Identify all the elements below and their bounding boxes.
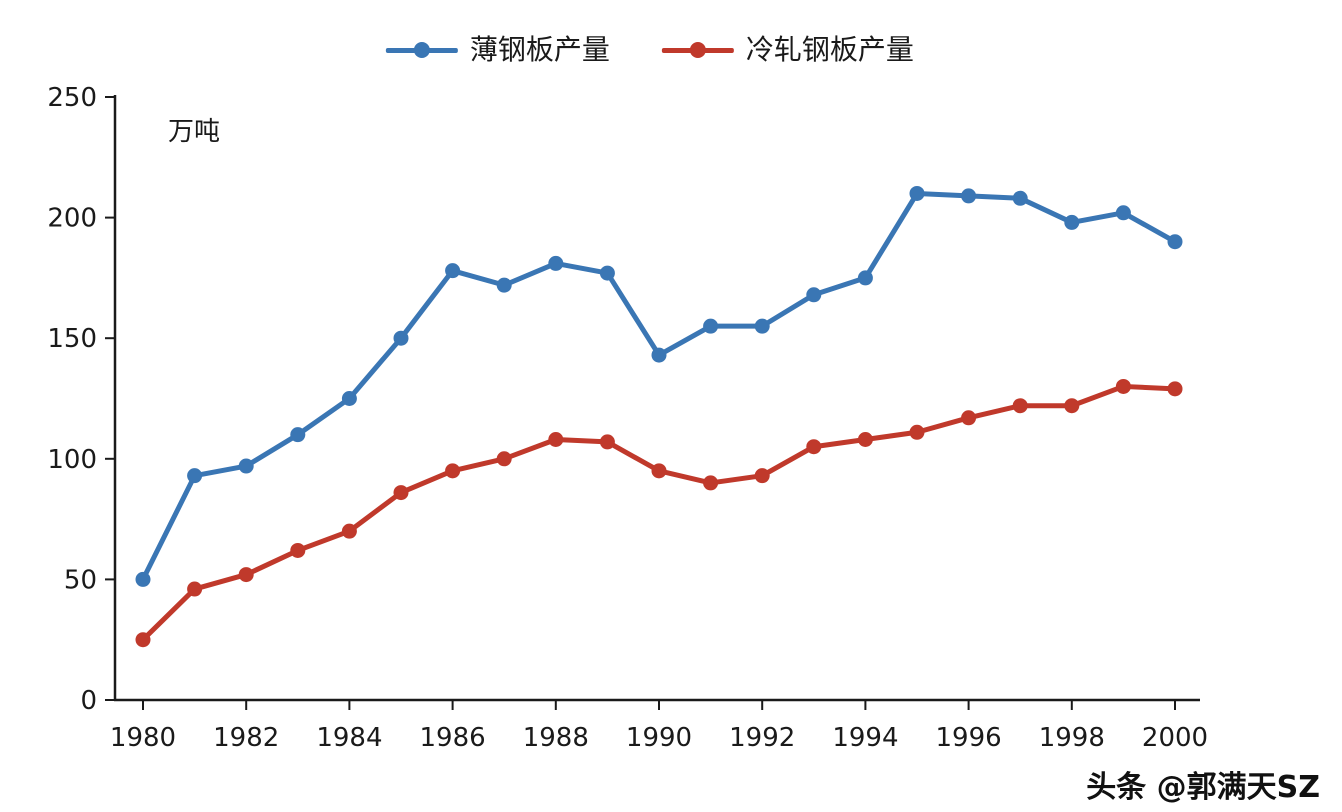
svg-text:万吨: 万吨 (168, 117, 220, 147)
legend-line-blue-icon (385, 42, 458, 58)
svg-text:1984: 1984 (316, 723, 382, 753)
legend-item-cold-rolled: 冷轧钢板产量 (661, 33, 914, 66)
svg-text:1990: 1990 (626, 723, 692, 753)
legend-label-cold-rolled: 冷轧钢板产量 (745, 33, 914, 66)
legend-item-thin-steel: 薄钢板产量 (385, 33, 610, 66)
chart-legend: 薄钢板产量 冷轧钢板产量 (385, 33, 914, 66)
svg-text:1988: 1988 (523, 723, 589, 753)
legend-label-thin-steel: 薄钢板产量 (469, 33, 610, 66)
svg-text:1992: 1992 (729, 723, 795, 753)
legend-dot-red-icon (689, 42, 706, 58)
svg-text:0: 0 (80, 686, 97, 716)
svg-text:1982: 1982 (213, 723, 279, 753)
svg-text:1998: 1998 (1039, 723, 1105, 753)
svg-text:100: 100 (47, 445, 97, 475)
watermark-text: 头条 @郭满天SZ (1086, 770, 1320, 805)
svg-text:1996: 1996 (936, 723, 1002, 753)
svg-text:200: 200 (47, 204, 97, 234)
svg-text:1994: 1994 (832, 723, 898, 753)
legend-line-red-icon (661, 42, 734, 58)
svg-text:1980: 1980 (110, 723, 176, 753)
svg-text:150: 150 (47, 324, 97, 354)
svg-text:50: 50 (64, 565, 97, 595)
svg-text:2000: 2000 (1142, 723, 1208, 753)
svg-text:250: 250 (47, 83, 97, 113)
legend-dot-blue-icon (413, 42, 430, 58)
svg-text:1986: 1986 (420, 723, 486, 753)
